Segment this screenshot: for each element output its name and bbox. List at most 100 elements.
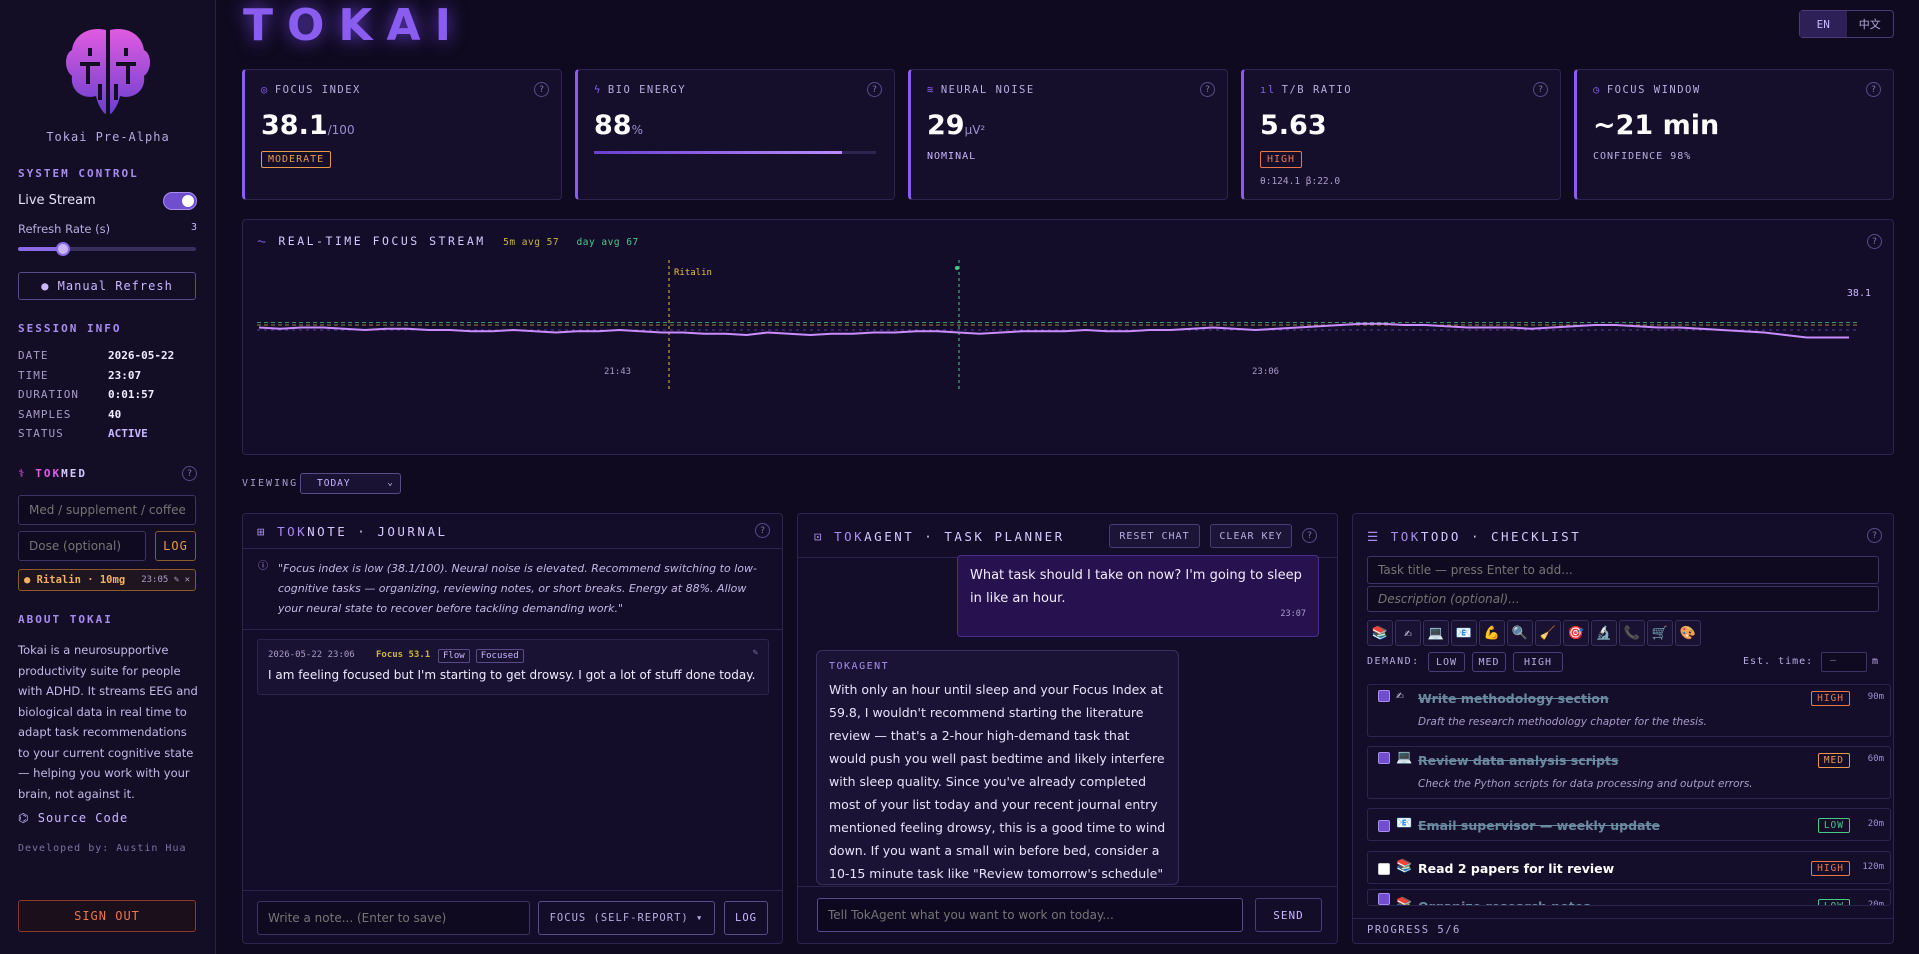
refresh-rate-value: 3 <box>191 222 198 233</box>
todo-checkbox[interactable] <box>1378 689 1390 702</box>
user-message-text: What task should I take on now? I'm goin… <box>970 568 1302 606</box>
emoji-option[interactable]: 🔍 <box>1507 620 1533 646</box>
todo-checkbox[interactable] <box>1378 892 1390 905</box>
emoji-option[interactable]: 📞 <box>1619 620 1645 646</box>
todo-checkbox[interactable] <box>1378 862 1390 875</box>
clear-key-button[interactable]: CLEAR KEY <box>1210 524 1292 548</box>
metric-unit: /100 <box>327 123 355 137</box>
toktodo-help-icon[interactable]: ? <box>1867 528 1882 543</box>
demand-option[interactable]: MED <box>1472 652 1506 672</box>
agent-input[interactable] <box>817 898 1243 932</box>
pill-icon: ⚕ <box>18 467 27 480</box>
todo-list: ✍ Write methodology section Draft the rese… <box>1367 684 1891 906</box>
emoji-option[interactable]: 🎨 <box>1675 620 1701 646</box>
source-code-link[interactable]: ⌬ Source Code <box>18 811 128 825</box>
session-key: STATUS <box>18 427 64 441</box>
toknote-help-icon[interactable]: ? <box>755 523 770 538</box>
session-row: DATE 2026-05-22 <box>18 346 198 366</box>
session-row: SAMPLES 40 <box>18 405 198 425</box>
emoji-option[interactable]: 📧 <box>1451 620 1477 646</box>
est-time-input[interactable]: — <box>1821 652 1867 672</box>
metric-help-icon[interactable]: ? <box>867 82 882 97</box>
refresh-rate-label: Refresh Rate (s) <box>18 222 111 236</box>
viewing-select[interactable]: TODAY ⌄ <box>300 473 401 494</box>
session-value: 2026-05-22 <box>108 349 175 363</box>
med-log-button[interactable]: LOG <box>155 531 196 561</box>
demand-option[interactable]: LOW <box>1428 652 1465 672</box>
emoji-option[interactable]: 🛒 <box>1647 620 1673 646</box>
developer-credit: Developed by: Austin Hua <box>18 843 187 854</box>
user-message-time: 23:07 <box>1280 609 1306 619</box>
lang-zh-button[interactable]: 中文 <box>1858 18 1881 31</box>
todo-item[interactable]: 💻 Review data analysis scripts Check the P… <box>1367 746 1891 799</box>
emoji-option[interactable]: ✍ <box>1395 620 1421 646</box>
todo-title: Email supervisor — weekly update <box>1418 818 1660 833</box>
emoji-option[interactable]: 💪 <box>1479 620 1505 646</box>
dose-input[interactable] <box>18 531 146 561</box>
metric-help-icon[interactable]: ? <box>1533 82 1548 97</box>
todo-item[interactable]: 📚 Organize research notes LOW 20m <box>1367 889 1891 906</box>
current-focus-label: 38.1 <box>1847 288 1871 299</box>
task-desc-input[interactable] <box>1367 586 1879 612</box>
emoji-option[interactable]: 📚 <box>1367 620 1393 646</box>
progress-text: PROGRESS 5/6 <box>1367 924 1461 936</box>
emoji-option[interactable]: 🔬 <box>1591 620 1617 646</box>
emoji-option[interactable]: 🧹 <box>1535 620 1561 646</box>
about-heading: ABOUT TOKAI <box>18 613 113 626</box>
tokagent-help-icon[interactable]: ? <box>1302 528 1317 543</box>
sign-out-button[interactable]: SIGN OUT <box>18 900 196 932</box>
refresh-rate-thumb[interactable] <box>55 242 70 256</box>
todo-item[interactable]: 📧 Email supervisor — weekly update LOW 20m <box>1367 808 1891 841</box>
metric-label-text: FOCUS INDEX <box>274 84 361 96</box>
est-time-unit: m <box>1872 656 1879 667</box>
focus-self-report-select[interactable]: FOCUS (SELF-REPORT) ▾ <box>538 901 715 935</box>
tokmed-prefix: TOK <box>35 467 62 480</box>
metric-help-icon[interactable]: ? <box>1866 82 1881 97</box>
metric-unit: % <box>631 123 643 137</box>
todo-item[interactable]: ✍ Write methodology section Draft the rese… <box>1367 684 1891 737</box>
refresh-rate-slider[interactable] <box>18 242 196 256</box>
todo-duration: 20m <box>1867 819 1884 829</box>
note-log-button[interactable]: LOG <box>724 901 768 935</box>
live-stream-toggle[interactable] <box>163 192 197 210</box>
emoji-option[interactable]: 🎯 <box>1563 620 1589 646</box>
session-value: ACTIVE <box>108 427 148 441</box>
med-entry-time[interactable]: 23:05 ✎ ✕ <box>141 575 190 585</box>
med-input[interactable] <box>18 495 196 525</box>
metric-help-icon[interactable]: ? <box>1200 82 1215 97</box>
metric-extra: MODERATE <box>261 151 545 168</box>
metric-help-icon[interactable]: ? <box>534 82 549 97</box>
todo-item[interactable]: 📚 Read 2 papers for lit review HIGH 120m <box>1367 851 1891 884</box>
entry-timestamp: 2026-05-22 23:06 <box>268 650 355 660</box>
todo-title: Review data analysis scripts <box>1418 753 1619 768</box>
demand-option[interactable]: HIGH <box>1513 652 1563 672</box>
manual-refresh-button[interactable]: ● Manual Refresh <box>18 272 196 300</box>
journal-entry[interactable]: 2026-05-22 23:06 Focus 53.1 Flow Focused … <box>257 639 769 695</box>
tokmed-help-icon[interactable]: ? <box>182 466 197 481</box>
metric-value: 38.1/100 <box>261 110 545 141</box>
edit-icon[interactable]: ✎ <box>752 648 758 658</box>
metric-extra: HIGH θ:124.1 β:22.0 <box>1260 151 1544 187</box>
task-title-input[interactable] <box>1367 556 1879 584</box>
tokmed-heading: ⚕ TOKMED <box>18 467 87 480</box>
emoji-option[interactable]: 💻 <box>1423 620 1449 646</box>
todo-title: Write methodology section <box>1418 691 1609 706</box>
session-value: 23:07 <box>108 368 142 382</box>
todo-checkbox[interactable] <box>1378 751 1390 764</box>
viewing-label: VIEWING <box>242 478 299 489</box>
metric-icon: ϟ <box>594 84 602 96</box>
lang-en-button[interactable]: EN <box>1800 11 1847 37</box>
tokmed-suffix: MED <box>61 467 87 480</box>
metric-value: 29μV² <box>927 110 1211 141</box>
stream-help-icon[interactable]: ? <box>1867 234 1882 249</box>
note-input[interactable] <box>257 901 530 935</box>
todo-emoji: 💻 <box>1396 750 1413 765</box>
todo-checkbox[interactable] <box>1378 819 1390 832</box>
divider <box>1353 918 1893 919</box>
metric-value-number: 5.63 <box>1260 110 1327 141</box>
send-button[interactable]: SEND <box>1255 898 1322 932</box>
metric-badge: MODERATE <box>261 151 332 168</box>
demand-label: DEMAND: <box>1367 656 1420 667</box>
reset-chat-button[interactable]: RESET CHAT <box>1109 524 1200 548</box>
toktodo-title: ☰ TOKTODO · CHECKLIST <box>1367 529 1581 544</box>
